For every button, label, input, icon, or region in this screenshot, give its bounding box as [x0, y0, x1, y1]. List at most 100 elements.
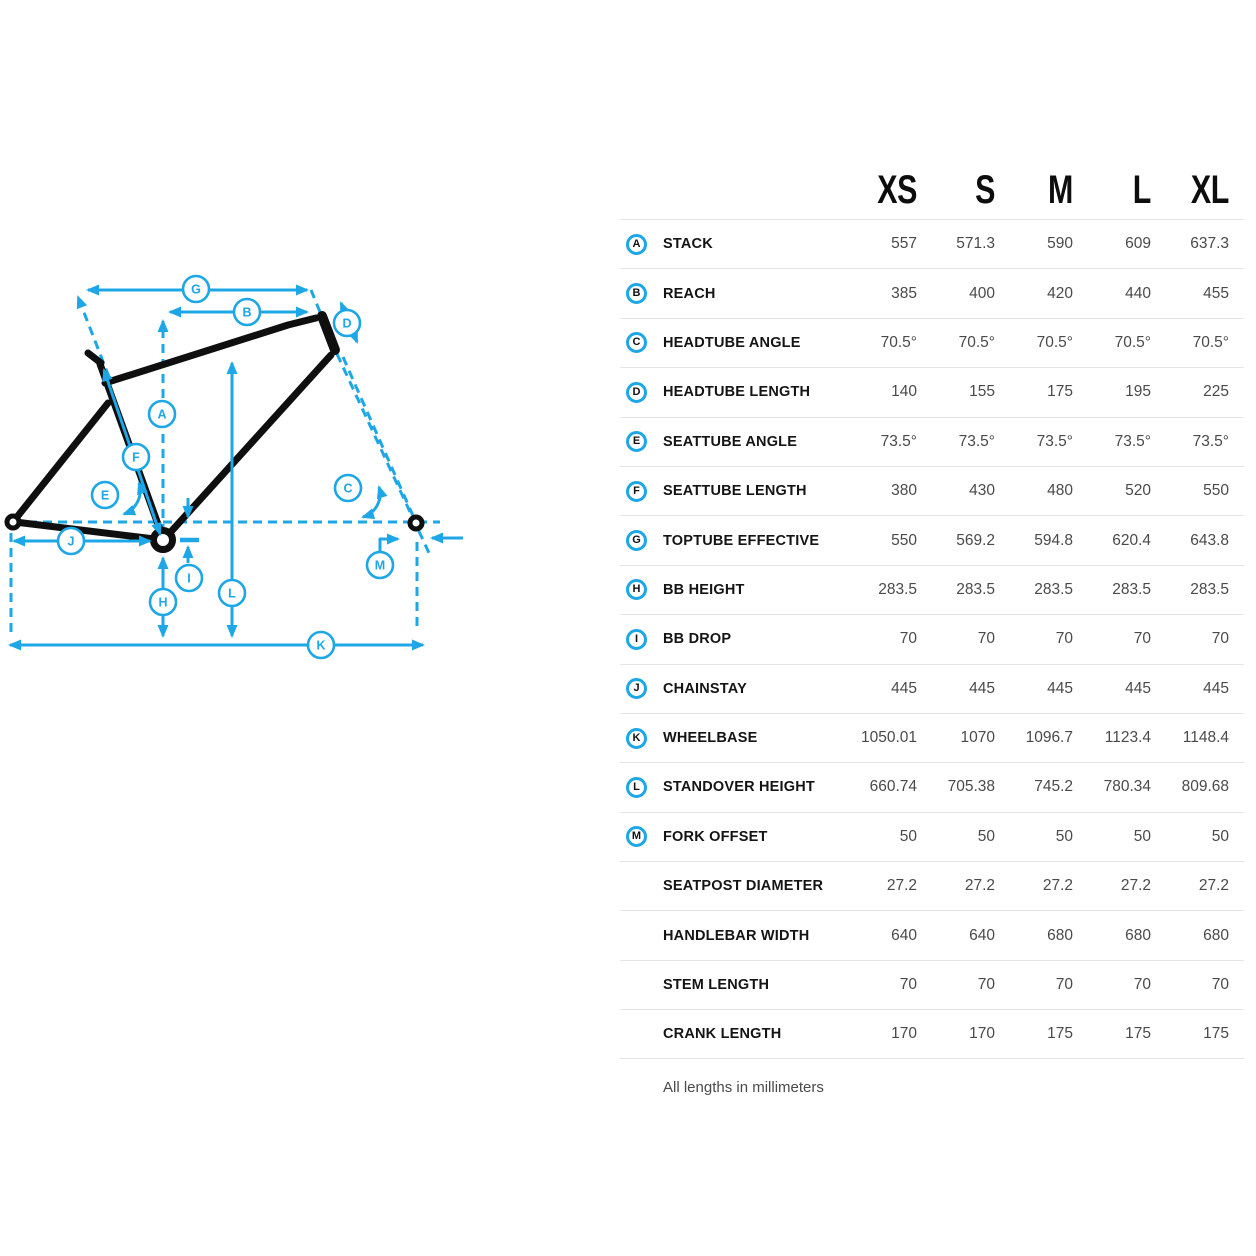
- row-value: 70.5°: [880, 333, 917, 351]
- row-value: 283.5: [1112, 580, 1151, 598]
- row-label: SEATTUBE ANGLE: [663, 433, 798, 450]
- row-value: 445: [969, 679, 995, 697]
- row-value: 680: [1047, 926, 1073, 944]
- row-value: 680: [1203, 926, 1229, 944]
- row-value: 445: [1125, 679, 1151, 697]
- row-label: CRANK LENGTH: [663, 1025, 782, 1042]
- row-value: 283.5: [1190, 580, 1229, 598]
- row-value: 620.4: [1112, 531, 1151, 549]
- front-dropout: [407, 514, 425, 532]
- svg-text:I: I: [187, 572, 190, 586]
- row-value: 569.2: [956, 531, 995, 549]
- table-footnote: All lengths in millimeters: [663, 1078, 824, 1096]
- row-value: 380: [891, 482, 917, 500]
- row-value: 73.5°: [958, 432, 995, 450]
- row-value: 283.5: [1034, 580, 1073, 598]
- row-value: 155: [969, 383, 995, 401]
- row-value: 1070: [960, 729, 995, 747]
- table-row: E SEATTUBE ANGLE 73.5° 73.5° 73.5° 73.5° 73.5°: [620, 416, 1244, 466]
- row-value: 70: [1211, 630, 1229, 648]
- row-letter-badge: C: [626, 332, 647, 354]
- diagram-marker-D: D: [332, 308, 362, 338]
- row-letter-empty: [626, 1023, 647, 1044]
- head-tube: [317, 311, 340, 355]
- row-value: 175: [1047, 1024, 1073, 1042]
- row-label: HEADTUBE ANGLE: [663, 334, 801, 351]
- row-label: STACK: [663, 236, 713, 253]
- diagram-marker-E: E: [90, 480, 120, 510]
- row-value: 480: [1047, 482, 1073, 500]
- row-label: CHAINSTAY: [663, 680, 747, 697]
- row-value: 70.5°: [1036, 333, 1073, 351]
- diagram-marker-C: C: [333, 473, 363, 503]
- rear-dropout: [4, 513, 22, 531]
- svg-text:G: G: [191, 283, 201, 297]
- row-letter-badge: J: [626, 678, 647, 700]
- row-value: 70: [1133, 630, 1151, 648]
- row-letter-badge: F: [626, 480, 647, 502]
- row-value: 571.3: [956, 235, 995, 253]
- headtube-angle-arc: [361, 485, 388, 520]
- table-row: A STACK 557 571.3 590 609 637.3: [620, 219, 1244, 268]
- table-row: J CHAINSTAY 445 445 445 445 445: [620, 663, 1244, 713]
- row-value: 73.5°: [1036, 432, 1073, 450]
- svg-text:F: F: [132, 451, 140, 465]
- row-letter-badge: K: [626, 727, 647, 749]
- row-letter-empty: [626, 876, 647, 897]
- row-value: 283.5: [956, 580, 995, 598]
- row-value: 70.5°: [958, 333, 995, 351]
- row-value: 445: [1203, 679, 1229, 697]
- row-value: 70: [899, 976, 917, 994]
- row-letter-badge: A: [626, 233, 647, 255]
- svg-text:E: E: [101, 489, 109, 503]
- row-value: 660.74: [869, 778, 917, 796]
- row-value: 50: [977, 827, 995, 845]
- row-value: 609: [1125, 235, 1151, 253]
- row-value: 780.34: [1103, 778, 1151, 796]
- table-row: G TOPTUBE EFFECTIVE 550 569.2 594.8 620.4 643.…: [620, 515, 1244, 564]
- row-label: TOPTUBE EFFECTIVE: [663, 532, 820, 549]
- row-value: 440: [1125, 284, 1151, 302]
- row-letter-badge: H: [626, 579, 647, 601]
- row-value: 70: [1133, 976, 1151, 994]
- diagram-marker-G: G: [181, 274, 211, 304]
- svg-text:K: K: [316, 639, 325, 653]
- row-value: 809.68: [1181, 778, 1229, 796]
- row-value: 70.5°: [1114, 333, 1151, 351]
- diagram-marker-K: K: [306, 630, 336, 660]
- row-value: 550: [891, 531, 917, 549]
- seatstay-tube: [9, 399, 112, 526]
- svg-text:A: A: [157, 408, 166, 422]
- table-row: K WHEELBASE 1050.01 1070 1096.7 1123.4 1148.4: [620, 712, 1244, 762]
- row-value: 170: [891, 1024, 917, 1042]
- row-value: 225: [1203, 383, 1229, 401]
- row-value: 70.5°: [1192, 333, 1229, 351]
- svg-text:C: C: [343, 482, 352, 496]
- row-value: 520: [1125, 482, 1151, 500]
- row-label: BB DROP: [663, 631, 732, 648]
- row-value: 385: [891, 284, 917, 302]
- row-value: 70: [1211, 976, 1229, 994]
- row-letter-badge: E: [626, 431, 647, 453]
- row-value: 1148.4: [1182, 729, 1229, 747]
- row-value: 70: [1055, 630, 1073, 648]
- row-value: 420: [1047, 284, 1073, 302]
- table-row: C HEADTUBE ANGLE 70.5° 70.5° 70.5° 70.5° 70.5°: [620, 317, 1244, 367]
- row-value: 637.3: [1190, 235, 1229, 253]
- row-value: 27.2: [1120, 877, 1151, 895]
- row-value: 445: [891, 679, 917, 697]
- geometry-table: XS S M L XL A STACK 557 571.3 590 609 637.3 B REACH 3…: [620, 160, 1244, 1096]
- row-letter-badge: D: [626, 381, 647, 403]
- row-letter-empty: [626, 975, 647, 996]
- table-row: CRANK LENGTH 170 170 175 175 175: [620, 1009, 1244, 1059]
- frame-outline: [4, 311, 425, 553]
- svg-text:B: B: [242, 306, 251, 320]
- row-value: 550: [1203, 482, 1229, 500]
- row-value: 170: [969, 1024, 995, 1042]
- row-value: 640: [891, 926, 917, 944]
- table-row: I BB DROP 70 70 70 70 70: [620, 614, 1244, 663]
- row-value: 70: [899, 630, 917, 648]
- fork-offset-bracket: [378, 533, 400, 556]
- table-row: B REACH 385 400 420 440 455: [620, 268, 1244, 317]
- chainstay-tube: [11, 518, 167, 544]
